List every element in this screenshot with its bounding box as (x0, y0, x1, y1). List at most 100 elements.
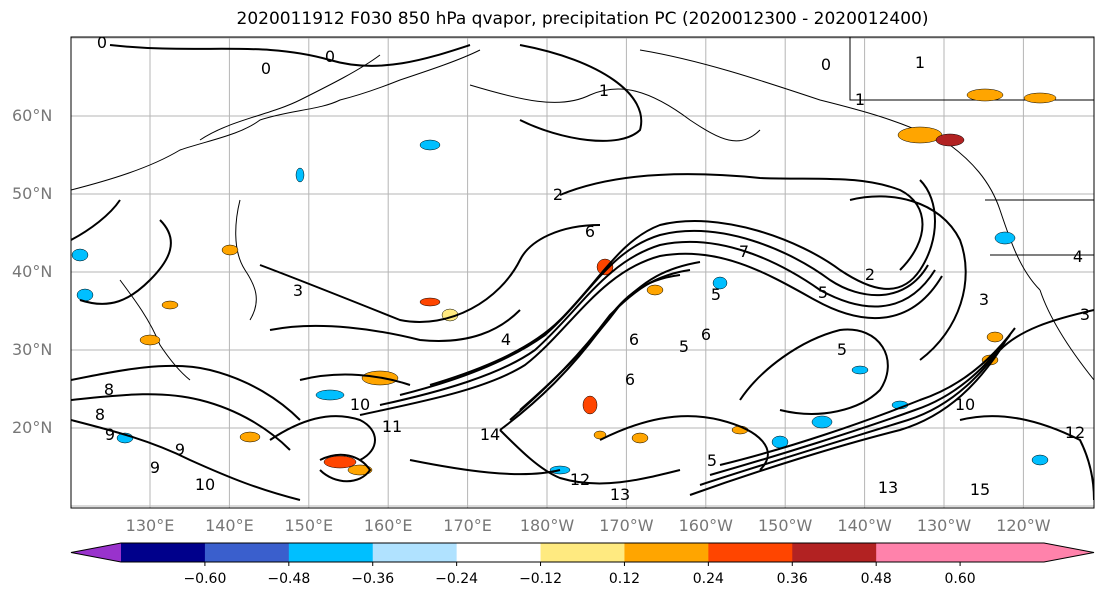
contour-label: 0 (97, 33, 107, 52)
precip-patch (712, 276, 728, 290)
contour-label: 3 (293, 281, 303, 300)
precip-patch (139, 334, 161, 346)
colorbar-cells (70, 542, 1095, 566)
longitude-label: 170°W (599, 516, 654, 535)
precip-patch (419, 297, 441, 307)
colorbar-extend-low (71, 543, 122, 562)
longitude-label: 160°E (363, 516, 413, 535)
contour-label: 1 (855, 90, 865, 109)
longitude-label: 170°E (443, 516, 492, 535)
contour-label: 12 (570, 470, 590, 489)
contour-label: 5 (679, 337, 689, 356)
contour-label: 13 (610, 485, 630, 504)
precip-patch (239, 431, 261, 443)
contour-label: 6 (701, 325, 711, 344)
precip-patch (315, 389, 345, 401)
longitude-label: 130°W (916, 516, 972, 535)
map-frame (70, 36, 1095, 509)
longitude-label: 180°W (519, 516, 575, 535)
precip-patch (966, 88, 1004, 102)
precip-patch (994, 231, 1016, 245)
precip-patch (221, 244, 239, 256)
contour-label: 9 (105, 425, 115, 444)
contour-label: 3 (1080, 305, 1090, 324)
longitude-label: 160°W (678, 516, 733, 535)
contour-label: 13 (878, 478, 898, 497)
precipitation-shading (71, 88, 1057, 476)
colorbar-cell (876, 543, 961, 562)
contour-label: 11 (382, 417, 402, 436)
precip-patch (347, 464, 373, 476)
colorbar-cell (540, 543, 625, 562)
colorbar-tick-label: −0.48 (267, 571, 311, 587)
contour-label: 9 (175, 440, 185, 459)
colorbar-tick-label: −0.60 (183, 571, 227, 587)
contour-label: 8 (104, 380, 114, 399)
contour-label: 4 (501, 330, 511, 349)
contour-label: 4 (1073, 247, 1083, 266)
colorbar-cell (288, 543, 374, 562)
precip-patch (161, 300, 179, 310)
contour-label: 0 (821, 55, 831, 74)
latitude-label: 50°N (12, 184, 53, 203)
precip-patch (646, 284, 664, 296)
colorbar-tick-label: −0.36 (351, 571, 395, 587)
precip-patch (295, 167, 305, 183)
colorbar-cell (372, 543, 458, 562)
chart-title: 2020011912 F030 850 hPa qvapor, precipit… (236, 9, 929, 29)
precip-patch (582, 395, 598, 415)
colorbar-cell (204, 543, 290, 562)
precip-patch (71, 248, 89, 262)
contour-label: 5 (837, 340, 847, 359)
colorbar-tick-label: 0.60 (944, 571, 976, 587)
colorbar-tick-label: 0.48 (860, 571, 892, 587)
contour-label: 8 (95, 405, 105, 424)
longitude-label: 150°W (758, 516, 813, 535)
colorbar-tick-label: 0.12 (608, 571, 641, 587)
colorbar-cell (708, 543, 793, 562)
colorbar-outline (70, 542, 1095, 563)
contour-label: 2 (865, 265, 875, 284)
coastlines (71, 37, 1094, 381)
precip-patch (935, 133, 965, 147)
contour-label: 5 (818, 283, 828, 302)
colorbar-cell (960, 543, 1045, 562)
contour-label: 6 (625, 370, 635, 389)
precip-patch (631, 432, 649, 444)
contour-label: 1 (915, 53, 925, 72)
latitude-label: 60°N (12, 106, 53, 125)
contour-label: 0 (261, 59, 271, 78)
graticule (71, 37, 1094, 508)
colorbar-cell (792, 543, 877, 562)
longitude-label: 140°E (205, 516, 254, 535)
precip-patch (1023, 92, 1057, 104)
contour-label: 14 (480, 425, 500, 444)
precip-patch (986, 331, 1004, 343)
precip-patch (419, 139, 441, 151)
precip-patch (323, 455, 357, 469)
contour-label: 9 (150, 458, 160, 477)
contour-label: 3 (979, 290, 989, 309)
colorbar-extend-high (1043, 543, 1094, 562)
colorbar-cell (121, 543, 206, 562)
contour-label: 10 (195, 475, 215, 494)
precip-patch (811, 415, 833, 429)
colorbar-cell (456, 543, 542, 562)
contour-label: 6 (629, 330, 639, 349)
contour-label: 7 (739, 242, 749, 261)
contour-label: 10 (955, 395, 975, 414)
contour-label: 12 (1065, 423, 1085, 442)
longitude-label: 140°W (837, 516, 892, 535)
contour-label: 10 (350, 395, 370, 414)
longitude-label: 150°E (284, 516, 334, 535)
contour-label: 1 (599, 81, 609, 100)
contour-label: 15 (970, 480, 990, 499)
precip-patch (851, 365, 869, 375)
contour-label: 5 (707, 451, 717, 470)
colorbar-cell (624, 543, 709, 562)
colorbar-tick-label: −0.12 (519, 571, 562, 587)
contour-label: 2 (553, 185, 563, 204)
